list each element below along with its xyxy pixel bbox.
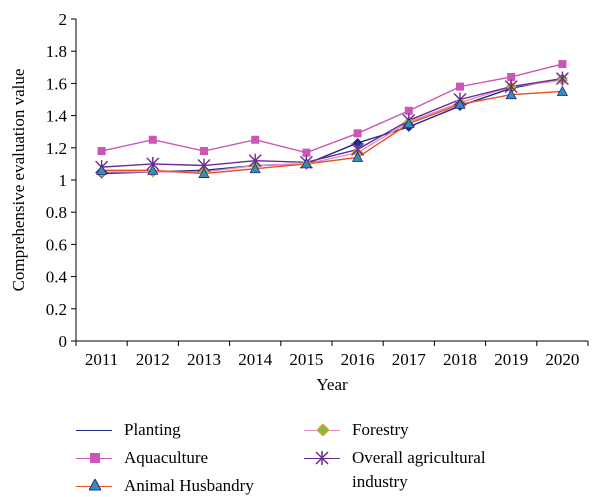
point-aquaculture: [456, 82, 464, 91]
y-tick-label: 1: [59, 171, 68, 190]
point-aquaculture: [507, 72, 516, 81]
legend-square-icon: [90, 453, 100, 463]
y-axis-label: Comprehensive evaluation value: [9, 69, 28, 292]
point-aquaculture: [251, 135, 260, 144]
series-line-animal-husbandry: [101, 90, 563, 175]
legend-asterisk-icon: [315, 451, 329, 465]
legend-label-overall-line2: industry: [352, 472, 408, 491]
y-tick-label: 0: [59, 332, 68, 351]
legend-label-animal-husbandry: Animal Husbandry: [124, 476, 254, 495]
x-axis-label: Year: [316, 375, 348, 394]
point-animal-husbandry: [147, 164, 159, 175]
line-chart: 0 0.2 0.4 0.6 0.8 1 1.2 1.4 1.6 1.8 2 2011 2012 2013 2…: [9, 10, 589, 394]
series-line-overall-agricultural-industry: [101, 77, 563, 168]
y-tick-label: 0.8: [46, 203, 67, 222]
point-animal-husbandry: [198, 167, 210, 178]
y-tick-label: 1.8: [46, 42, 67, 61]
legend-triangle-icon: [89, 479, 101, 491]
point-overall-agricultural-industry: [555, 71, 569, 86]
point-animal-husbandry: [403, 117, 415, 129]
point-animal-husbandry: [249, 162, 261, 174]
x-tick-label: 2019: [494, 350, 528, 369]
x-tick-label: 2014: [238, 350, 273, 369]
y-tick-label: 1.2: [46, 139, 67, 158]
x-tick-label: 2015: [289, 350, 323, 369]
legend-label-aquaculture: Aquaculture: [124, 448, 209, 467]
x-tick-label: 2011: [85, 350, 118, 369]
point-aquaculture: [148, 135, 157, 144]
y-tick-label: 2: [59, 10, 68, 29]
point-aquaculture: [558, 60, 567, 69]
point-animal-husbandry: [556, 85, 569, 96]
series-line-planting: [101, 77, 563, 175]
point-animal-husbandry: [351, 151, 364, 162]
x-tick-label: 2017: [392, 350, 427, 369]
legend-label-overall-line1: Overall agricultural: [352, 448, 486, 467]
y-tick-label: 0.6: [46, 235, 67, 254]
y-tick-label: 1.4: [46, 107, 68, 126]
x-tick-label: 2018: [443, 350, 477, 369]
point-aquaculture: [353, 129, 362, 138]
x-tick-label: 2013: [187, 350, 221, 369]
point-aquaculture: [97, 147, 106, 156]
x-tick-label: 2012: [136, 350, 170, 369]
legend-diamond-fill-icon: [317, 424, 329, 436]
y-tick-label: 0.2: [46, 300, 67, 319]
y-tick-label: 1.6: [46, 74, 67, 93]
point-animal-husbandry: [505, 88, 517, 100]
point-aquaculture: [302, 148, 311, 157]
point-aquaculture: [404, 106, 413, 115]
point-animal-husbandry: [95, 164, 108, 175]
x-tick-label: 2020: [545, 350, 579, 369]
series-line-aquaculture: [101, 63, 563, 154]
x-tick-label: 2016: [341, 350, 375, 369]
point-aquaculture: [200, 147, 208, 156]
legend-label-forestry: Forestry: [352, 420, 409, 439]
point-animal-husbandry: [300, 158, 313, 169]
legend-label-planting: Planting: [124, 420, 181, 439]
y-tick-label: 0.4: [46, 268, 68, 287]
point-animal-husbandry: [454, 98, 466, 109]
